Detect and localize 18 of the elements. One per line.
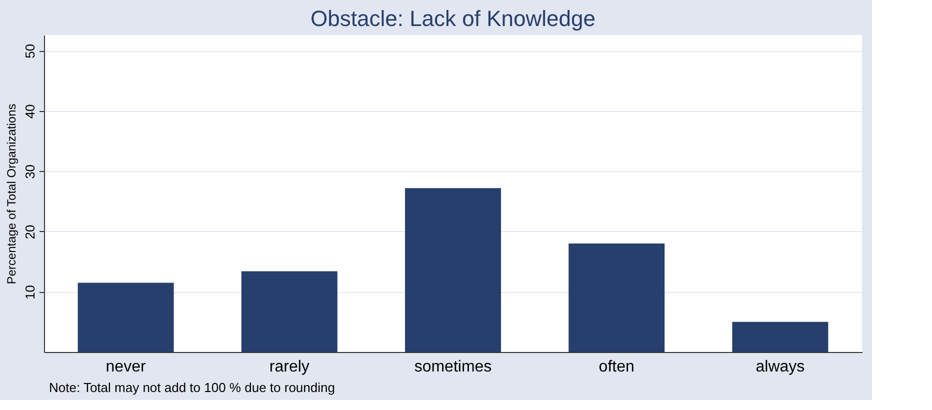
x-tick-label: sometimes [414,358,492,376]
bar [568,244,665,352]
x-tick-label: never [106,358,146,376]
bar [732,322,828,352]
bar [405,188,501,352]
bar [78,282,174,352]
text: Note: Total may not add to 100 % due to rounding [49,380,335,395]
y-axis-title: Percentage of Total Organizations [4,104,18,284]
x-tick-label: often [598,358,634,376]
x-tick-label: rarely [269,358,310,376]
chart-title: Obstacle: Lack of Knowledge [310,6,596,31]
y-tick-label: 20 [22,224,38,240]
y-tick-label: 50 [22,44,38,58]
x-tick-label: always [756,358,805,376]
y-tick-label: 10 [22,285,38,300]
y-tick-label: 30 [22,164,38,179]
bar [241,271,338,352]
y-tick-label: 40 [22,104,38,119]
